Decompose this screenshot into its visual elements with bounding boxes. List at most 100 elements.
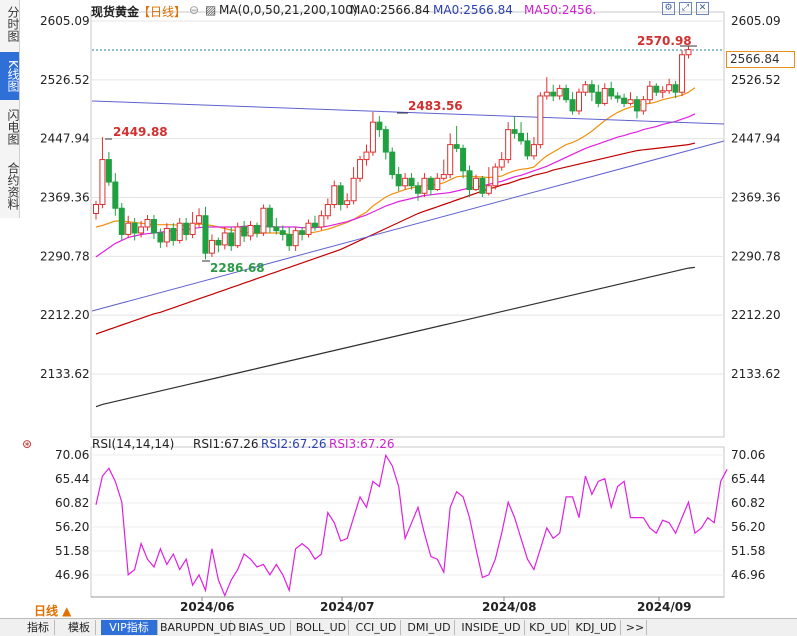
rsi-label-right: 46.96 [731,568,765,582]
candle-down [202,215,209,254]
candle-down [415,185,421,194]
candle-up [369,121,376,153]
tab-bias[interactable]: BIAS_UD [234,620,291,635]
time-label: 2024/08 [482,600,536,614]
time-label: 2024/06 [180,600,234,614]
candle-up [176,222,183,241]
candle-down [633,99,640,112]
tab-barupdn[interactable]: BARUPDN_UD [160,620,237,635]
circle-minus-icon[interactable]: ⊖ [189,3,200,17]
time-label: 2024/07 [320,600,374,614]
candle-down [595,91,602,104]
side-tab-flash[interactable]: 闪电图 [6,109,20,145]
ma-line-ma200 [95,266,695,408]
candle-up [305,222,312,235]
candle-up [666,84,673,92]
candle-down [286,233,293,247]
ma-line-ma50 [95,142,696,335]
candle-down [518,132,525,142]
price-label-right: 2447.94 [731,132,781,146]
candle-up [659,90,666,93]
price-label-left: 2369.36 [40,190,90,204]
tab-kdj[interactable]: KDJ_UD [572,620,621,635]
rsi2-value: RSI2:67.26 [261,437,327,451]
candle-up [402,177,409,187]
candle-up [498,159,505,168]
candle-down [550,91,557,97]
tab-cci[interactable]: CCI_UD [352,620,401,635]
rsi-label-right: 60.82 [731,496,765,510]
candle-up [363,151,370,161]
rsi-label-right: 65.44 [731,472,765,486]
tab-dmi[interactable]: DMI_UD [404,620,455,635]
candle-up [208,239,215,254]
candle-up [447,144,454,176]
candle-up [189,222,196,235]
candle-down [118,207,125,235]
annotation-mid-high: 2483.56 [408,99,463,113]
candle-down [389,151,396,176]
candle-up [234,226,241,247]
candle-up [440,174,447,179]
rsi-indicator: 70.06 70.06 65.44 65.44 60.82 60.82 56.20 56.20… [55,448,765,598]
tab-templates[interactable]: 模板 [63,620,96,635]
ma0-value-blue: MA0:2566.84 [433,3,513,17]
chart-type-icon[interactable]: ▨ [205,3,217,17]
tab-indicators[interactable]: 指标 [22,620,55,635]
candle-up [646,85,653,101]
tab-kd[interactable]: KD_UD [528,620,569,635]
candle-down [653,85,660,93]
rsi-label-left: 46.96 [55,568,89,582]
period-label[interactable]: 【日线】 [138,5,187,19]
annotation-high: 2570.98 [637,34,692,48]
candle-down [157,232,164,243]
candle-up [350,177,357,202]
tab-boll[interactable]: BOLL_UD [294,620,349,635]
candle-up [196,215,203,224]
expand-icon[interactable]: ⤢ [679,2,692,15]
rsi-line [95,453,728,598]
rsi-params: RSI(14,14,14) [92,437,175,451]
tab-inside[interactable]: INSIDE_UD [458,620,525,635]
candle-up [331,185,338,206]
candle-up [247,224,254,237]
support-trendline [91,140,725,312]
rsi3-value: RSI3:67.26 [329,437,395,451]
candle-down [228,232,235,247]
candle-up [492,166,499,187]
rsi-label-left: 65.44 [55,472,89,486]
settings-icon[interactable]: ⚙ [662,2,675,15]
price-label-right: 2290.78 [731,249,781,263]
candle-down [112,181,119,209]
price-label-left: 2133.62 [40,367,90,381]
candle-down [254,224,260,234]
tab-vip-indicators[interactable]: VIP指标 [101,620,158,635]
candle-down [105,159,112,183]
grid-layer [90,11,725,598]
candle-up [318,215,325,228]
candle-up [125,222,132,235]
candle-up [543,91,550,97]
rsi-settings-icon[interactable]: ⊛ [22,437,33,451]
side-tab-intraday[interactable]: 分时图 [6,6,20,42]
candle-down [337,185,344,206]
candle-up [344,200,351,206]
candle-up [421,177,428,194]
close-icon[interactable]: ✕ [696,2,709,15]
candle-up [292,230,299,247]
candle-down [614,95,621,99]
candle-down [150,218,157,234]
time-label: 2024/09 [637,600,691,614]
candle-up [472,177,479,191]
moving-average-lines [95,87,696,408]
price-panel-frame [90,11,725,438]
period-toggle-button[interactable]: 日线 ▲ [34,604,72,618]
side-tab-kline[interactable]: K线图 [0,52,20,100]
candle-up [434,177,441,191]
tab-more[interactable]: >> [624,620,647,635]
current-price-tag: 2566.84 [726,51,795,68]
side-tab-contract-info[interactable]: 合约资料 [6,162,20,210]
candle-down [376,121,383,131]
rsi-label-right: 70.06 [731,448,765,462]
